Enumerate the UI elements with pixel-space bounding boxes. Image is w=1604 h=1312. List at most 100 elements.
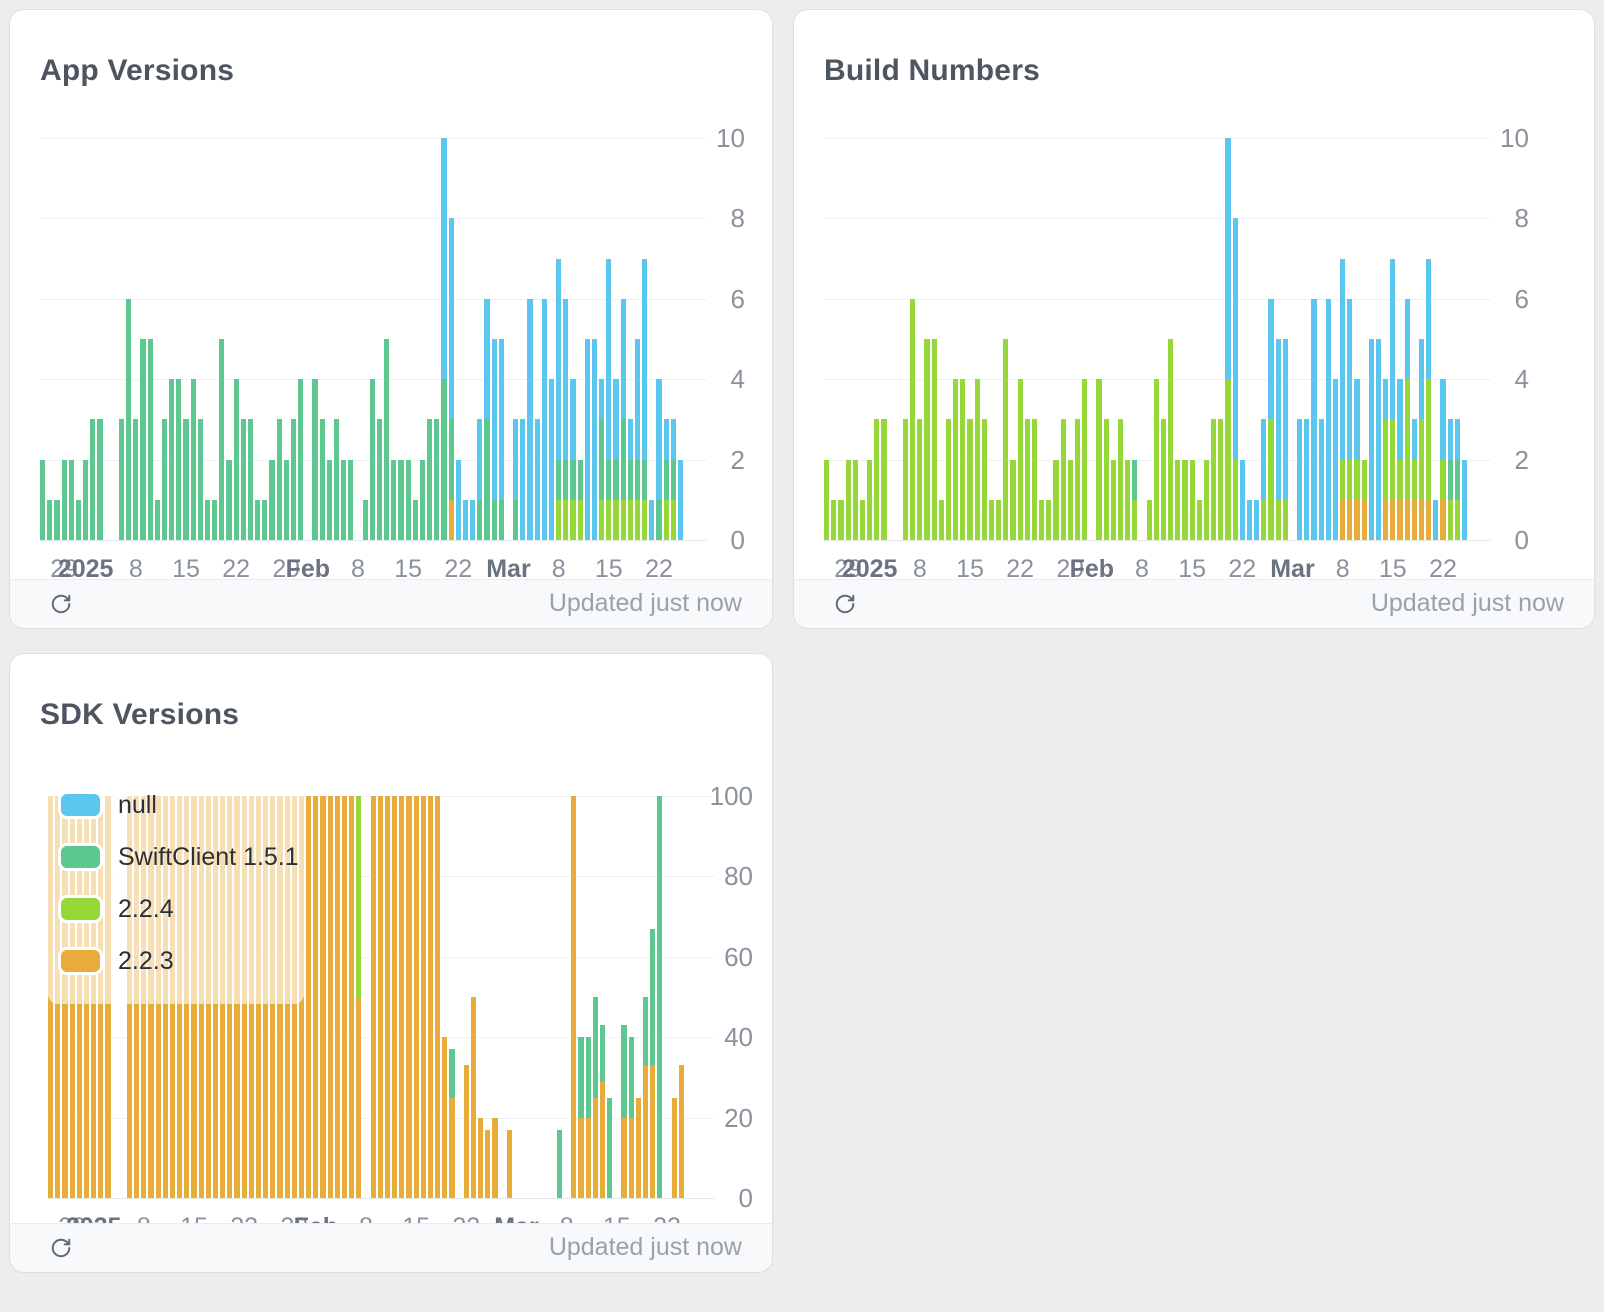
bar-segment-SwiftClient 1.5.1[interactable] — [90, 419, 96, 540]
bar-segment-2.2.4[interactable] — [1096, 379, 1102, 540]
bar-segment-null[interactable] — [1297, 419, 1303, 540]
bar-segment-SwiftClient 1.5.1[interactable] — [657, 796, 663, 1198]
bar-segment-2.2.4[interactable] — [1117, 419, 1124, 540]
bar-segment-2.2.3[interactable] — [1340, 499, 1346, 540]
bar-segment-null[interactable] — [1340, 258, 1346, 460]
bar-segment-SwiftClient 1.5.1[interactable] — [126, 298, 132, 540]
bar-segment-2.2.4[interactable] — [838, 499, 844, 540]
legend-item-2.2.4[interactable]: 2.2.4 — [58, 892, 174, 926]
bar-segment-SwiftClient 1.5.1[interactable] — [154, 499, 160, 540]
bar-segment-null[interactable] — [613, 379, 619, 460]
bar-segment-2.2.4[interactable] — [663, 499, 669, 540]
bar-segment-2.2.4[interactable] — [1261, 499, 1267, 540]
bar-segment-SwiftClient 1.5.1[interactable] — [276, 419, 282, 540]
bar-segment-null[interactable] — [1254, 499, 1260, 540]
bar-segment-null[interactable] — [477, 419, 483, 500]
bar-segment-SwiftClient 1.5.1[interactable] — [613, 459, 619, 500]
bar-segment-2.2.4[interactable] — [867, 459, 873, 540]
bar-segment-SwiftClient 1.5.1[interactable] — [448, 419, 454, 500]
bar-segment-SwiftClient 1.5.1[interactable] — [592, 997, 598, 1098]
bar-segment-null[interactable] — [541, 298, 547, 540]
bar-segment-2.2.4[interactable] — [981, 419, 987, 540]
bar-segment-SwiftClient 1.5.1[interactable] — [599, 419, 605, 500]
bar-segment-2.2.3[interactable] — [463, 1065, 469, 1198]
bar-segment-null[interactable] — [670, 419, 676, 460]
bar-segment-2.2.3[interactable] — [1383, 499, 1389, 540]
bar-segment-SwiftClient 1.5.1[interactable] — [441, 379, 447, 540]
bar-segment-2.2.4[interactable] — [924, 339, 930, 540]
bar-segment-2.2.3[interactable] — [578, 1117, 584, 1198]
bar-segment-SwiftClient 1.5.1[interactable] — [326, 459, 332, 540]
bar-segment-null[interactable] — [677, 459, 684, 540]
bar-segment-2.2.4[interactable] — [1418, 419, 1425, 500]
bar-segment-2.2.3[interactable] — [1397, 499, 1403, 540]
bar-segment-2.2.4[interactable] — [967, 419, 973, 540]
bar-segment-SwiftClient 1.5.1[interactable] — [1454, 459, 1460, 500]
bar-segment-SwiftClient 1.5.1[interactable] — [68, 459, 74, 540]
bar-segment-2.2.3[interactable] — [448, 499, 454, 540]
refresh-button[interactable] — [834, 592, 858, 616]
bar-segment-2.2.4[interactable] — [563, 499, 569, 540]
bar-segment-SwiftClient 1.5.1[interactable] — [578, 1037, 584, 1118]
bar-segment-2.2.4[interactable] — [1447, 499, 1453, 540]
bar-segment-SwiftClient 1.5.1[interactable] — [341, 459, 347, 540]
bar-segment-2.2.4[interactable] — [1110, 459, 1116, 540]
bar-segment-null[interactable] — [548, 379, 555, 540]
bar-segment-null[interactable] — [1447, 419, 1453, 460]
bar-segment-SwiftClient 1.5.1[interactable] — [491, 499, 497, 540]
bar-segment-null[interactable] — [1397, 379, 1403, 460]
bar-segment-SwiftClient 1.5.1[interactable] — [577, 459, 583, 500]
bar-segment-2.2.4[interactable] — [1153, 379, 1159, 540]
bar-segment-null[interactable] — [527, 298, 533, 540]
bar-segment-SwiftClient 1.5.1[interactable] — [607, 1097, 613, 1198]
bar-segment-SwiftClient 1.5.1[interactable] — [484, 419, 490, 540]
bar-segment-2.2.3[interactable] — [327, 796, 333, 1198]
bar-segment-null[interactable] — [1354, 379, 1360, 460]
bar-segment-SwiftClient 1.5.1[interactable] — [97, 419, 103, 540]
bar-segment-null[interactable] — [620, 298, 626, 420]
bar-segment-null[interactable] — [1461, 459, 1468, 540]
bar-segment-2.2.4[interactable] — [1404, 379, 1410, 500]
bar-segment-2.2.4[interactable] — [874, 419, 880, 540]
bar-segment-2.2.3[interactable] — [349, 796, 355, 1198]
bar-segment-SwiftClient 1.5.1[interactable] — [262, 499, 268, 540]
bar-segment-2.2.3[interactable] — [635, 1097, 641, 1198]
bar-segment-null[interactable] — [642, 258, 648, 460]
bar-segment-2.2.4[interactable] — [1017, 379, 1023, 540]
bar-segment-null[interactable] — [599, 379, 605, 420]
bar-segment-2.2.3[interactable] — [506, 1129, 512, 1198]
bar-segment-null[interactable] — [1454, 419, 1460, 460]
bar-segment-null[interactable] — [1225, 138, 1231, 380]
bar-segment-SwiftClient 1.5.1[interactable] — [405, 459, 411, 540]
bar-segment-2.2.4[interactable] — [1132, 499, 1138, 540]
bar-segment-2.2.3[interactable] — [399, 796, 405, 1198]
bar-segment-SwiftClient 1.5.1[interactable] — [83, 459, 89, 540]
bar-segment-null[interactable] — [1390, 258, 1396, 420]
bar-segment-null[interactable] — [1239, 459, 1245, 540]
bar-segment-2.2.4[interactable] — [613, 499, 619, 540]
bar-segment-2.2.3[interactable] — [356, 997, 362, 1198]
legend-item-2.2.3[interactable]: 2.2.3 — [58, 944, 174, 978]
bar-segment-2.2.4[interactable] — [1340, 459, 1346, 500]
bar-segment-2.2.3[interactable] — [313, 796, 319, 1198]
bar-segment-SwiftClient 1.5.1[interactable] — [570, 459, 576, 500]
bar-segment-2.2.3[interactable] — [442, 1037, 448, 1198]
bar-segment-SwiftClient 1.5.1[interactable] — [118, 419, 125, 540]
bar-segment-SwiftClient 1.5.1[interactable] — [1447, 459, 1453, 500]
legend-item-SwiftClient 1.5.1[interactable]: SwiftClient 1.5.1 — [58, 840, 299, 874]
bar-segment-2.2.4[interactable] — [1168, 339, 1174, 540]
bar-segment-null[interactable] — [1440, 379, 1446, 460]
bar-segment-SwiftClient 1.5.1[interactable] — [190, 379, 196, 540]
bar-segment-SwiftClient 1.5.1[interactable] — [140, 339, 146, 540]
bar-segment-SwiftClient 1.5.1[interactable] — [40, 459, 46, 540]
bar-segment-2.2.4[interactable] — [881, 419, 887, 540]
bar-segment-2.2.4[interactable] — [1397, 459, 1403, 500]
bar-segment-2.2.4[interactable] — [1031, 419, 1038, 540]
bar-segment-SwiftClient 1.5.1[interactable] — [61, 459, 67, 540]
bar-segment-null[interactable] — [663, 419, 669, 460]
bar-segment-null[interactable] — [462, 499, 469, 540]
bar-segment-2.2.4[interactable] — [831, 499, 837, 540]
bar-segment-null[interactable] — [1433, 499, 1439, 540]
bar-segment-SwiftClient 1.5.1[interactable] — [1132, 459, 1138, 500]
bar-segment-null[interactable] — [1404, 298, 1410, 380]
